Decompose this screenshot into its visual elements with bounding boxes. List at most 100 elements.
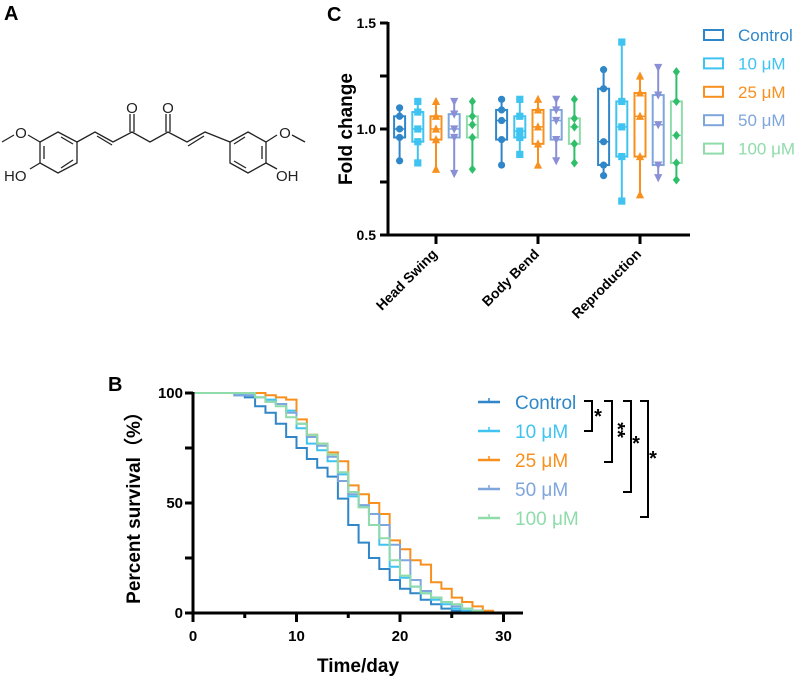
legend-label: 10 μM xyxy=(738,54,786,73)
data-point xyxy=(618,123,626,131)
data-point xyxy=(635,151,645,161)
data-point xyxy=(396,112,404,120)
box-0-0 xyxy=(393,104,407,165)
data-point xyxy=(635,71,645,80)
data-point xyxy=(672,67,680,77)
box-2-4 xyxy=(669,67,683,185)
significance-stars: * xyxy=(649,448,657,470)
data-point xyxy=(468,96,476,107)
box-0-3 xyxy=(447,97,461,179)
x-tick-label: 10 xyxy=(288,628,305,645)
atom-o-1: O xyxy=(126,100,138,117)
legend-swatch xyxy=(703,142,724,155)
atom-ho: HO xyxy=(4,168,27,185)
data-point xyxy=(516,150,524,159)
significance-stars: * xyxy=(632,433,640,455)
significance-bracket xyxy=(623,400,632,493)
significance-bracket xyxy=(584,400,593,432)
legend-label: Control xyxy=(515,393,576,414)
box-2-3 xyxy=(651,63,665,183)
data-point xyxy=(654,91,663,100)
y-tick-label: 1.5 xyxy=(357,15,377,31)
survival-curve-chart: Control 10 μM 25 μM 50 μM 100 μM 0 50 100 0 10 20 3… xyxy=(158,385,657,645)
data-point xyxy=(570,139,578,149)
box xyxy=(495,108,509,141)
data-point xyxy=(533,94,543,103)
data-point xyxy=(552,136,561,145)
data-point xyxy=(600,138,608,146)
data-point xyxy=(450,125,459,134)
box-0-4 xyxy=(465,96,479,174)
data-point xyxy=(552,116,561,126)
curcumin-structure xyxy=(1,114,306,174)
data-point xyxy=(552,106,561,115)
data-point xyxy=(654,174,663,183)
data-point xyxy=(498,106,506,114)
survival-curve-3 xyxy=(193,392,484,613)
data-point xyxy=(414,125,422,133)
y-tick-label: 0.5 xyxy=(357,227,377,243)
box xyxy=(597,87,611,167)
data-point xyxy=(570,158,578,168)
legend-label: 25 μM xyxy=(515,451,568,472)
data-point xyxy=(498,161,506,169)
box-1-3 xyxy=(549,95,563,166)
x-tick-label: 0 xyxy=(189,628,197,645)
legend-label: 50 μM xyxy=(738,111,786,130)
x-tick-label: Body Bend xyxy=(479,246,543,310)
box-2-0 xyxy=(597,66,611,180)
data-point xyxy=(618,38,626,46)
data-point xyxy=(635,190,645,199)
box xyxy=(651,94,665,167)
data-point xyxy=(450,97,459,107)
x-tick-label: Head Swing xyxy=(373,246,440,313)
box-plot-fold-change: 0.5 1.0 1.5 Head Swing Body Bend Reproduction… xyxy=(357,15,796,321)
atom-o-3: O xyxy=(15,125,27,142)
atom-oh: OH xyxy=(276,168,299,185)
atom-o-2: O xyxy=(162,100,174,117)
data-point xyxy=(618,97,626,106)
x-tick-label: Reproduction xyxy=(568,246,644,322)
box-2-1 xyxy=(615,38,629,205)
data-point xyxy=(468,120,476,130)
legend-label: 10 μM xyxy=(515,422,568,443)
y-tick-label: 100 xyxy=(158,385,183,402)
data-point xyxy=(672,175,680,185)
y-axis-label-c: Fold change xyxy=(336,73,357,185)
legend-label: 25 μM xyxy=(738,83,786,102)
data-point xyxy=(414,159,422,167)
survival-curve-0 xyxy=(193,392,474,613)
data-point xyxy=(516,133,524,142)
box-2-2 xyxy=(633,71,647,199)
survival-curve-2 xyxy=(193,392,495,613)
y-tick-label: 1.0 xyxy=(357,121,377,137)
data-point xyxy=(396,125,404,133)
x-tick-label: 20 xyxy=(392,628,409,645)
y-tick-label: 0 xyxy=(175,605,183,622)
atom-o-4: O xyxy=(279,125,291,142)
data-point xyxy=(654,161,663,170)
data-point xyxy=(533,160,543,169)
data-point xyxy=(516,127,524,135)
data-point xyxy=(672,158,680,168)
data-point xyxy=(635,88,645,97)
data-point xyxy=(635,111,645,120)
data-point xyxy=(516,112,524,120)
significance-stars: ** xyxy=(606,422,628,438)
data-point xyxy=(600,161,608,169)
data-point xyxy=(654,63,663,73)
data-point xyxy=(450,110,459,119)
data-point xyxy=(600,66,608,74)
legend-swatch xyxy=(703,29,724,41)
data-point xyxy=(516,95,524,103)
data-point xyxy=(396,104,404,112)
significance-bracket xyxy=(640,400,649,518)
legend-label: Control xyxy=(738,26,793,45)
data-point xyxy=(431,135,441,144)
data-point xyxy=(618,152,626,161)
x-tick-label: 30 xyxy=(495,628,512,645)
survival-curve-1 xyxy=(193,392,484,613)
data-point xyxy=(552,95,561,104)
data-point xyxy=(396,157,404,165)
